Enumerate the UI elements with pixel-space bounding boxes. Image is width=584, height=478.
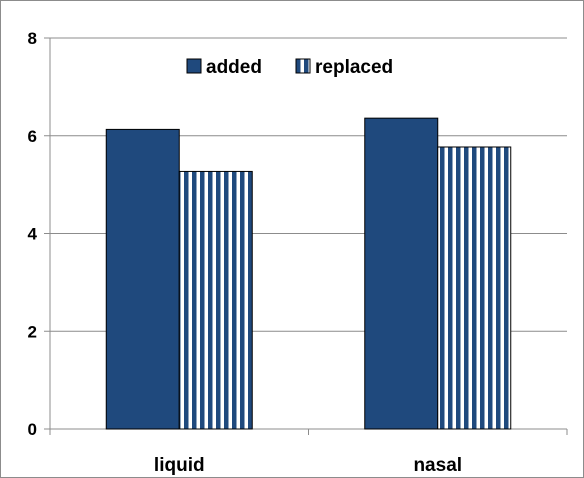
legend-label-replaced: replaced <box>315 57 393 78</box>
y-tick-label: 6 <box>28 127 37 146</box>
legend-swatch-added <box>186 58 202 74</box>
bar-replaced-nasal <box>437 146 512 430</box>
x-axis-categories: liquid nasal <box>154 455 462 476</box>
bar-added-liquid <box>105 128 180 430</box>
bar-added-nasal <box>364 117 439 430</box>
bar-replaced-liquid <box>178 170 253 430</box>
y-tick-label: 8 <box>28 29 37 48</box>
legend: added replaced <box>186 57 393 78</box>
x-category-label: nasal <box>413 455 462 476</box>
x-category-label: liquid <box>154 455 205 476</box>
y-tick-label: 2 <box>28 322 37 341</box>
legend-swatch-replaced <box>295 58 311 74</box>
y-tick-label: 4 <box>28 225 38 244</box>
y-tick-label: 0 <box>28 420 37 439</box>
legend-label-added: added <box>206 57 262 78</box>
y-axis-ticks: 0 2 4 6 8 <box>28 29 38 439</box>
bars <box>105 117 512 430</box>
